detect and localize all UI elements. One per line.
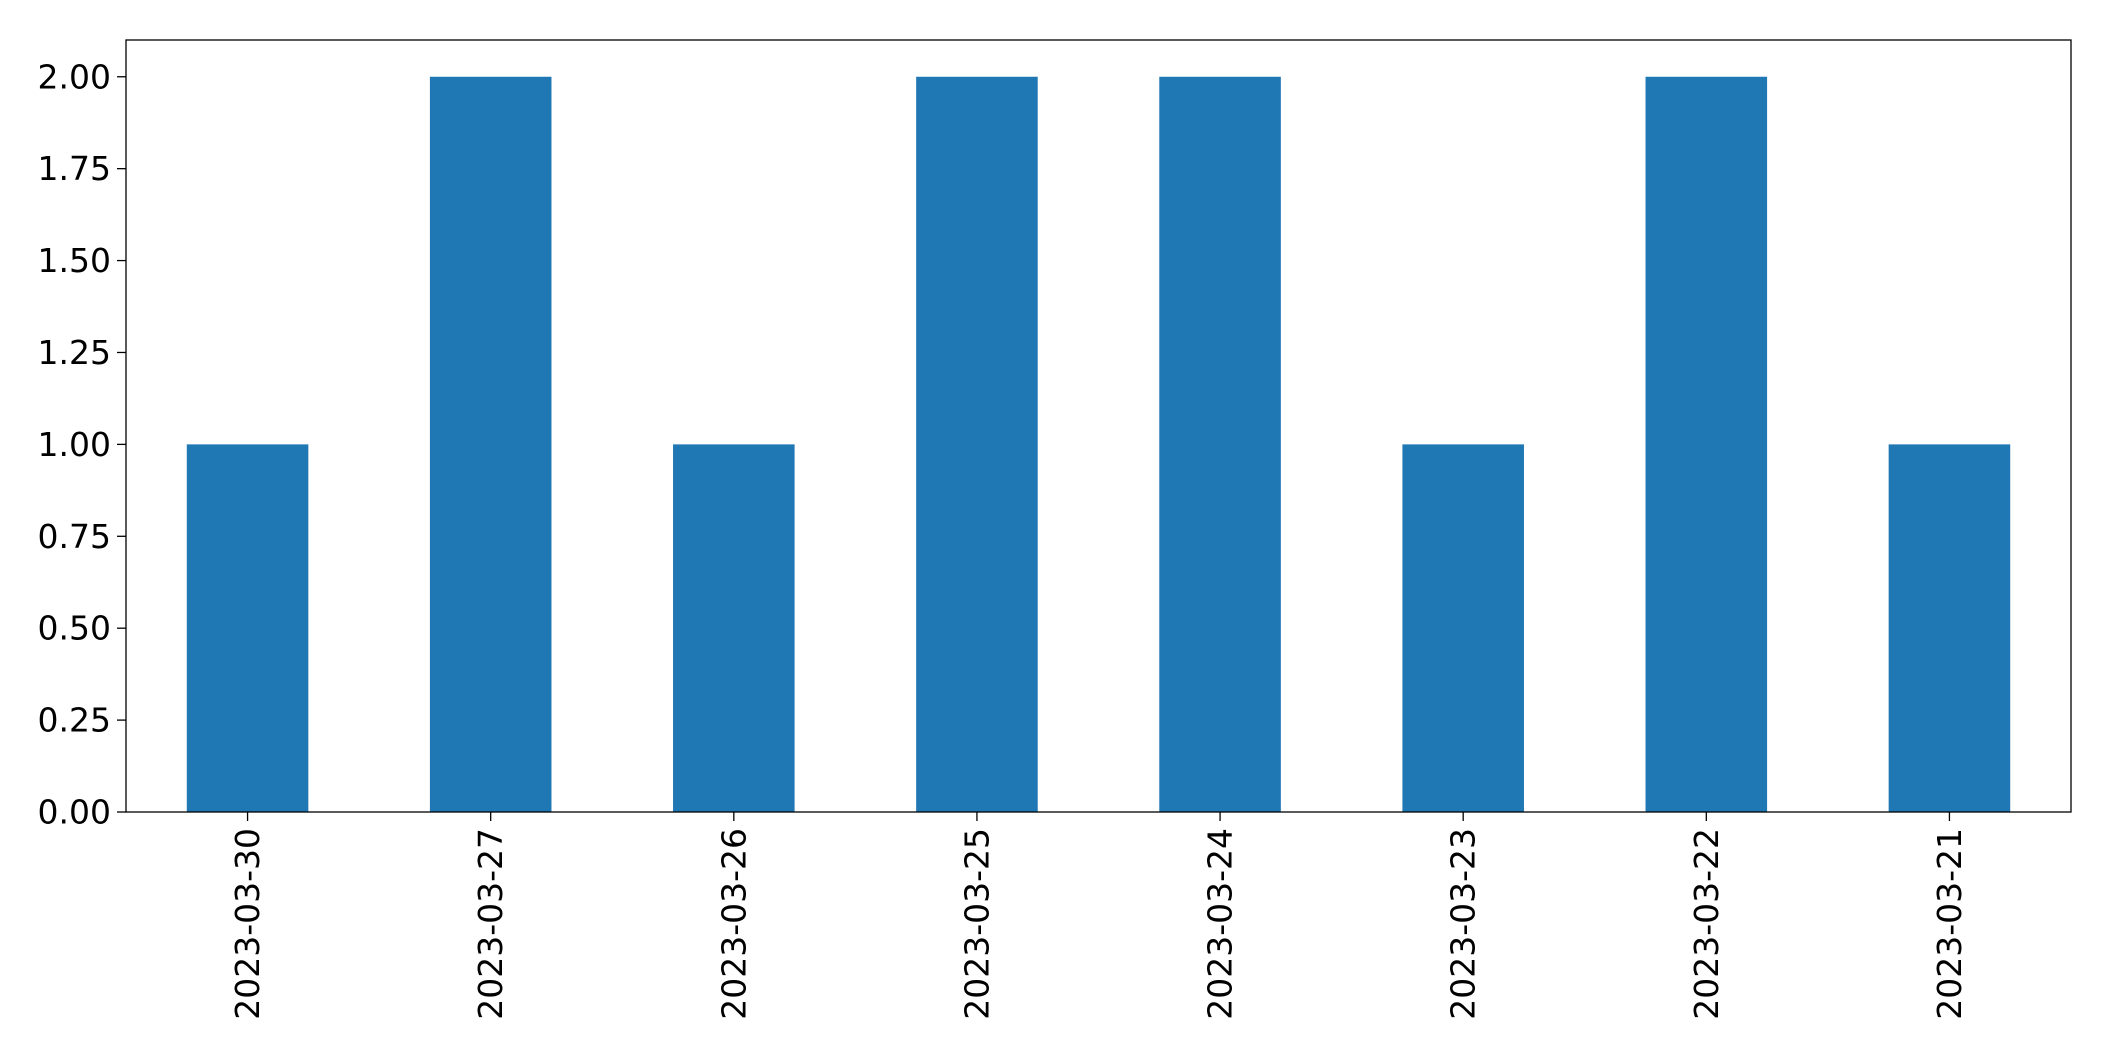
y-tick-label: 0.75 [38,517,111,556]
y-tick-label: 0.25 [38,701,111,740]
y-axis: 0.00 0.25 0.50 0.75 1.00 1.25 1.50 1.75 2.00 [38,57,126,832]
bar-2023-03-26 [673,444,795,812]
bars-group [186,76,2011,812]
bar-2023-03-25 [916,76,1038,812]
x-axis: 2023-03-30 2023-03-27 2023-03-26 2023-03-25… [228,812,1969,1020]
x-tick-label: 2023-03-21 [1930,828,1969,1020]
x-tick-label: 2023-03-25 [957,828,996,1020]
bar-2023-03-22 [1645,76,1768,812]
bar-2023-03-23 [1402,444,1524,812]
x-tick-label: 2023-03-24 [1201,828,1240,1020]
x-tick-label: 2023-03-26 [714,828,753,1020]
x-tick-label: 2023-03-27 [471,828,510,1020]
bar-2023-03-21 [1888,444,2011,812]
y-tick-label: 0.00 [38,793,111,832]
x-tick-label: 2023-03-23 [1444,828,1483,1020]
y-tick-label: 1.50 [38,241,111,280]
bar-2023-03-24 [1159,76,1281,812]
y-tick-label: 1.25 [38,333,111,372]
y-tick-label: 2.00 [38,57,111,96]
y-tick-label: 0.50 [38,609,111,648]
x-tick-label: 2023-03-30 [228,828,267,1020]
plot-frame [125,39,2072,813]
y-tick-label: 1.75 [38,149,111,188]
x-tick-label: 2023-03-22 [1687,828,1726,1020]
bar-2023-03-30 [186,444,309,812]
y-tick-label: 1.00 [38,425,111,464]
bar-2023-03-27 [429,76,552,812]
